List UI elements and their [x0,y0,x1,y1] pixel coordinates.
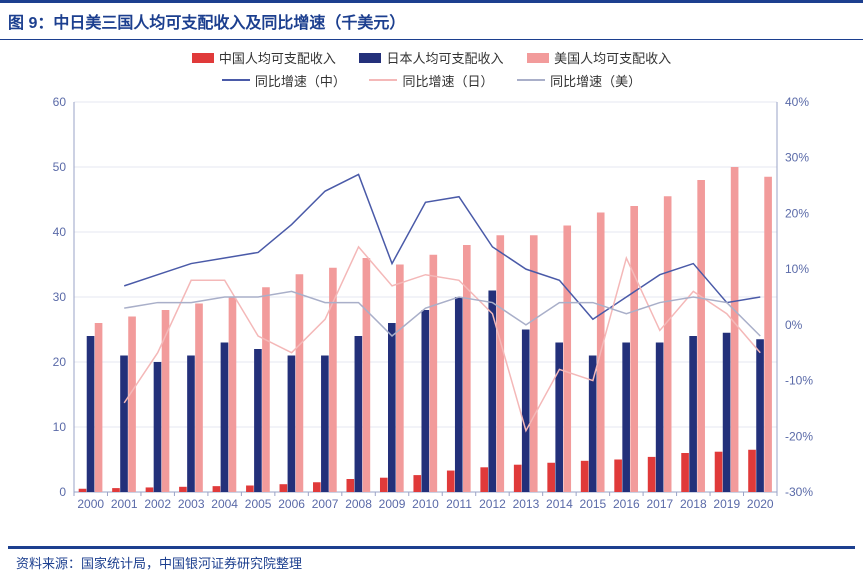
svg-text:-20%: -20% [785,429,813,443]
figure-title: 图 9：中日美三国人均可支配收入及同比增速（千美元） [0,0,863,40]
svg-text:40: 40 [52,225,66,239]
figure-source: 资料来源：国家统计局，中国银河证券研究院整理 [8,546,855,576]
svg-text:40%: 40% [785,95,809,109]
svg-text:2016: 2016 [613,497,640,511]
legend-line-swatch [369,79,397,81]
svg-text:20: 20 [52,355,66,369]
svg-text:2010: 2010 [412,497,439,511]
legend-label: 同比增速（中） [255,71,346,90]
svg-text:2020: 2020 [746,497,773,511]
svg-text:2011: 2011 [446,497,472,511]
svg-text:30%: 30% [785,150,809,164]
legend-item-us-bar: 美国人均可支配收入 [527,48,671,67]
svg-text:30: 30 [52,290,66,304]
svg-text:60: 60 [52,95,66,109]
svg-text:2004: 2004 [211,497,238,511]
svg-text:50: 50 [52,160,66,174]
legend-label: 同比增速（美） [550,71,641,90]
svg-text:2015: 2015 [579,497,606,511]
svg-text:2006: 2006 [278,497,305,511]
legend-label: 日本人均可支配收入 [386,48,503,67]
svg-text:2018: 2018 [679,497,706,511]
legend: 中国人均可支配收入 日本人均可支配收入 美国人均可支配收入 同比增速（中） 同比… [0,40,863,92]
legend-swatch [359,53,381,63]
svg-text:0: 0 [59,485,66,499]
svg-text:2003: 2003 [177,497,204,511]
legend-label: 中国人均可支配收入 [219,48,336,67]
svg-text:2001: 2001 [110,497,137,511]
legend-item-japan-line: 同比增速（日） [369,71,493,90]
svg-text:2000: 2000 [77,497,104,511]
svg-text:2017: 2017 [646,497,673,511]
legend-label: 美国人均可支配收入 [554,48,671,67]
legend-swatch [192,53,214,63]
svg-text:-10%: -10% [785,373,813,387]
svg-text:2013: 2013 [512,497,539,511]
legend-item-us-line: 同比增速（美） [517,71,641,90]
svg-text:2007: 2007 [311,497,338,511]
svg-text:2012: 2012 [479,497,506,511]
legend-item-china-bar: 中国人均可支配收入 [192,48,336,67]
svg-text:20%: 20% [785,206,809,220]
legend-line-swatch [517,79,545,81]
legend-row-lines: 同比增速（中） 同比增速（日） 同比增速（美） [0,67,863,90]
svg-text:0%: 0% [785,317,803,331]
legend-label: 同比增速（日） [402,71,493,90]
svg-text:10%: 10% [785,262,809,276]
svg-text:2008: 2008 [345,497,372,511]
legend-item-china-line: 同比增速（中） [222,71,346,90]
svg-text:2014: 2014 [546,497,573,511]
legend-line-swatch [222,79,250,81]
legend-item-japan-bar: 日本人均可支配收入 [359,48,503,67]
svg-text:2019: 2019 [713,497,740,511]
legend-swatch [527,53,549,63]
svg-text:2002: 2002 [144,497,171,511]
svg-text:2005: 2005 [244,497,271,511]
legend-row-bars: 中国人均可支配收入 日本人均可支配收入 美国人均可支配收入 [0,48,863,67]
svg-text:10: 10 [52,420,66,434]
svg-text:2009: 2009 [378,497,405,511]
combo-chart: 0 10 20 30 40 50 60 -30% -20% -10% 0% 10% 20% 30% 40% 2… [32,92,832,522]
svg-text:-30%: -30% [785,485,813,499]
